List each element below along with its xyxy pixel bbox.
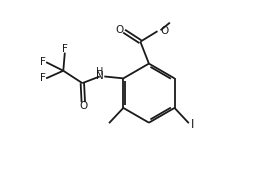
Text: N: N	[96, 71, 103, 81]
Text: I: I	[190, 118, 194, 131]
Text: F: F	[40, 57, 46, 67]
Text: O: O	[160, 26, 168, 36]
Text: O: O	[79, 101, 87, 111]
Text: O: O	[116, 25, 124, 35]
Text: H: H	[96, 67, 103, 77]
Text: F: F	[62, 44, 68, 54]
Text: F: F	[40, 73, 46, 83]
